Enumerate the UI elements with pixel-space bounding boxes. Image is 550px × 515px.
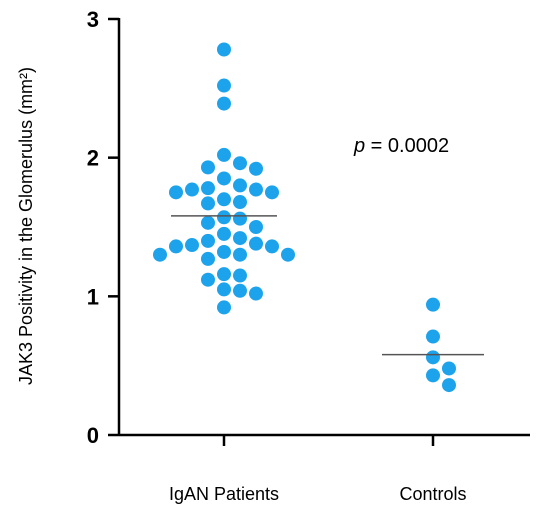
data-point — [185, 238, 199, 253]
data-point — [201, 160, 215, 175]
data-point — [265, 185, 279, 200]
data-point — [233, 231, 247, 246]
data-point — [201, 196, 215, 211]
data-point — [185, 182, 199, 197]
data-point — [233, 247, 247, 262]
data-point — [217, 192, 231, 207]
x-category-label-0: IgAN Patients — [169, 484, 279, 504]
data-point — [233, 195, 247, 210]
data-point — [201, 215, 215, 230]
data-point — [169, 185, 183, 200]
x-category-label-1: Controls — [399, 484, 466, 504]
data-point — [217, 244, 231, 259]
y-axis: 0 1 2 3 — [87, 7, 121, 448]
x-axis: IgAN Patients Controls — [119, 433, 530, 504]
data-point — [217, 42, 231, 57]
data-point — [426, 329, 440, 344]
data-point — [426, 368, 440, 383]
data-point — [217, 96, 231, 111]
y-tick-label-2: 2 — [87, 146, 99, 171]
y-tick-label-1: 1 — [87, 284, 99, 309]
y-axis-title: JAK3 Positivity in the Glomerulus (mm²) — [16, 67, 36, 385]
data-point — [249, 236, 263, 251]
data-point — [201, 272, 215, 287]
data-point — [201, 181, 215, 196]
data-marks — [153, 42, 484, 393]
data-point — [249, 286, 263, 301]
data-point — [217, 226, 231, 241]
data-point — [265, 239, 279, 254]
data-point — [233, 268, 247, 283]
data-point — [153, 247, 167, 262]
data-point — [217, 171, 231, 186]
data-point — [442, 378, 456, 393]
data-point — [217, 282, 231, 297]
data-point — [201, 251, 215, 266]
data-point — [249, 161, 263, 176]
data-point — [281, 247, 295, 262]
data-point — [249, 220, 263, 234]
data-point — [217, 78, 231, 93]
data-point — [233, 283, 247, 298]
data-point — [217, 147, 231, 162]
data-point — [426, 297, 440, 312]
y-tick-label-0: 0 — [87, 423, 99, 448]
data-point — [426, 350, 440, 365]
data-point — [169, 239, 183, 254]
data-point — [217, 210, 231, 225]
data-point — [233, 211, 247, 226]
data-point — [233, 178, 247, 193]
data-point — [233, 156, 247, 171]
data-point — [201, 233, 215, 248]
data-point — [217, 267, 231, 282]
p-value-annotation: p = 0.0002 — [353, 135, 449, 157]
data-point — [442, 361, 456, 376]
data-point — [217, 300, 231, 315]
data-point — [249, 182, 263, 197]
y-tick-label-3: 3 — [87, 7, 99, 32]
